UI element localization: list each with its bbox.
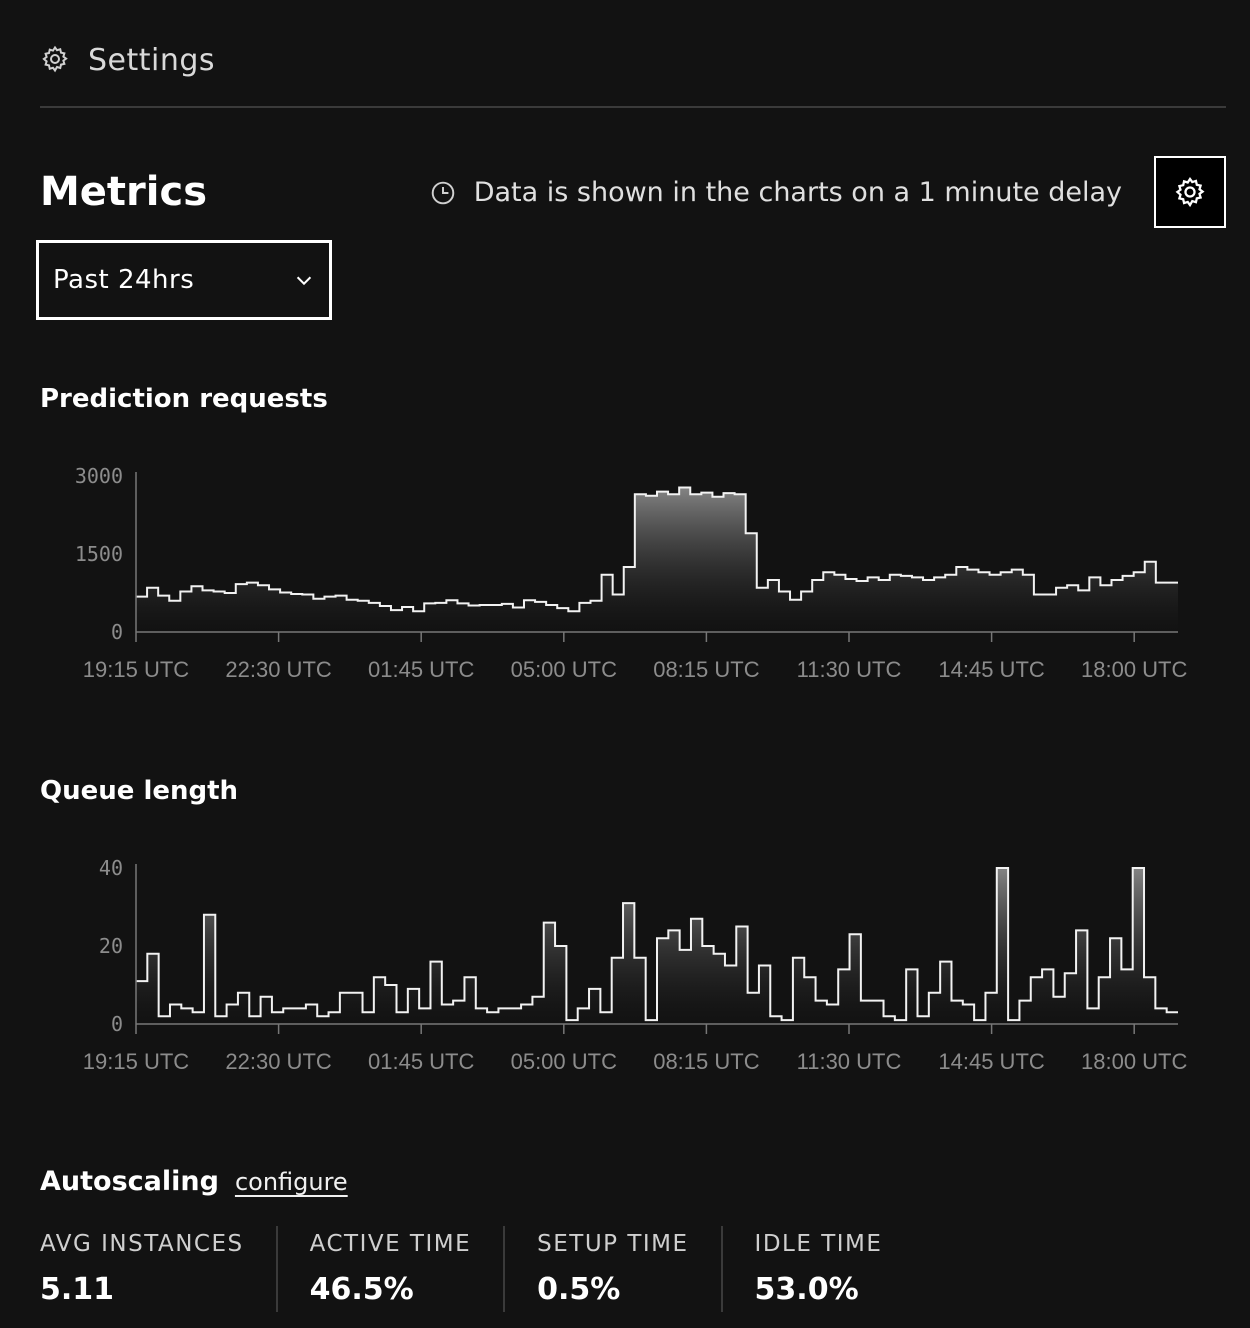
time-range-select[interactable]: Past 24hrs bbox=[36, 240, 332, 320]
gear-icon bbox=[42, 45, 68, 73]
x-tick-label: 14:45 UTC bbox=[938, 1049, 1044, 1074]
metrics-title: Metrics bbox=[40, 169, 208, 215]
x-tick-label: 19:15 UTC bbox=[83, 1049, 189, 1074]
prediction-requests-title: Prediction requests bbox=[40, 384, 328, 414]
stat-label: AVG INSTANCES bbox=[40, 1231, 244, 1257]
queue-length-title: Queue length bbox=[40, 776, 239, 806]
x-tick-label: 19:15 UTC bbox=[83, 657, 189, 682]
prediction-requests-chart: 0 1500 3000 19:15 UTC 22:30 UTC 01:45 UTC 05:0… bbox=[0, 450, 1250, 700]
x-tick-label: 08:15 UTC bbox=[653, 1049, 759, 1074]
settings-title: Settings bbox=[88, 43, 216, 78]
stat-value: 46.5% bbox=[309, 1272, 414, 1307]
stat-value: 0.5% bbox=[537, 1272, 621, 1307]
y-tick-label: 20 bbox=[99, 934, 123, 958]
settings-header: Settings bbox=[40, 40, 1226, 108]
metrics-settings-button[interactable] bbox=[1154, 156, 1226, 228]
prediction-requests-svg: 0 1500 3000 19:15 UTC 22:30 UTC 01:45 UTC 05:0… bbox=[75, 464, 1188, 682]
queue-length-chart: 0 20 40 19:15 UTC 22:30 UTC 01:45 UTC 05:00 UT… bbox=[0, 842, 1250, 1092]
stat-setup-time: SETUP TIME 0.5% bbox=[537, 1226, 723, 1312]
y-tick-label: 3000 bbox=[75, 464, 123, 488]
y-tick-label: 1500 bbox=[75, 542, 123, 566]
clock-icon bbox=[431, 181, 454, 205]
stat-value: 53.0% bbox=[754, 1272, 859, 1307]
y-tick-label: 0 bbox=[111, 620, 123, 644]
delay-note: Data is shown in the charts on a 1 minut… bbox=[430, 175, 1122, 211]
series-line bbox=[136, 486, 1178, 613]
x-tick-label: 08:15 UTC bbox=[653, 657, 759, 682]
autoscaling-header: Autoscaling configure bbox=[40, 1166, 348, 1197]
gear-icon bbox=[1175, 176, 1205, 208]
x-tick-label: 11:30 UTC bbox=[797, 657, 902, 682]
x-tick-label: 05:00 UTC bbox=[511, 657, 617, 682]
x-tick-label: 22:30 UTC bbox=[225, 1049, 331, 1074]
x-tick-label: 18:00 UTC bbox=[1081, 1049, 1187, 1074]
x-tick-label: 05:00 UTC bbox=[511, 1049, 617, 1074]
y-tick-label: 0 bbox=[111, 1012, 123, 1036]
stat-label: ACTIVE TIME bbox=[309, 1231, 472, 1257]
time-range-value: Past 24hrs bbox=[53, 265, 195, 295]
x-tick-label: 18:00 UTC bbox=[1081, 657, 1187, 682]
x-tick-label: 11:30 UTC bbox=[797, 1049, 902, 1074]
series-line bbox=[136, 867, 1178, 1022]
configure-link[interactable]: configure bbox=[234, 1168, 348, 1196]
stat-active-time: ACTIVE TIME 46.5% bbox=[310, 1226, 506, 1312]
stat-idle-time: IDLE TIME 53.0% bbox=[755, 1226, 915, 1312]
x-tick-label: 22:30 UTC bbox=[225, 657, 331, 682]
x-tick-label: 01:45 UTC bbox=[368, 1049, 474, 1074]
stat-value: 5.11 bbox=[40, 1272, 115, 1307]
stat-label: SETUP TIME bbox=[537, 1231, 689, 1257]
delay-note-text: Data is shown in the charts on a 1 minut… bbox=[473, 177, 1122, 208]
x-tick-label: 01:45 UTC bbox=[368, 657, 474, 682]
series-area bbox=[136, 487, 1178, 632]
x-tick-label: 14:45 UTC bbox=[938, 657, 1044, 682]
autoscaling-title: Autoscaling bbox=[40, 1166, 219, 1197]
stat-avg-instances: AVG INSTANCES 5.11 bbox=[40, 1226, 278, 1312]
y-tick-label: 40 bbox=[99, 856, 123, 880]
chevron-down-icon bbox=[296, 276, 312, 286]
autoscaling-stats: AVG INSTANCES 5.11 ACTIVE TIME 46.5% SET… bbox=[40, 1226, 946, 1312]
stat-label: IDLE TIME bbox=[754, 1231, 883, 1257]
queue-length-svg: 0 20 40 19:15 UTC 22:30 UTC 01:45 UTC 05:00 UT… bbox=[83, 856, 1188, 1074]
